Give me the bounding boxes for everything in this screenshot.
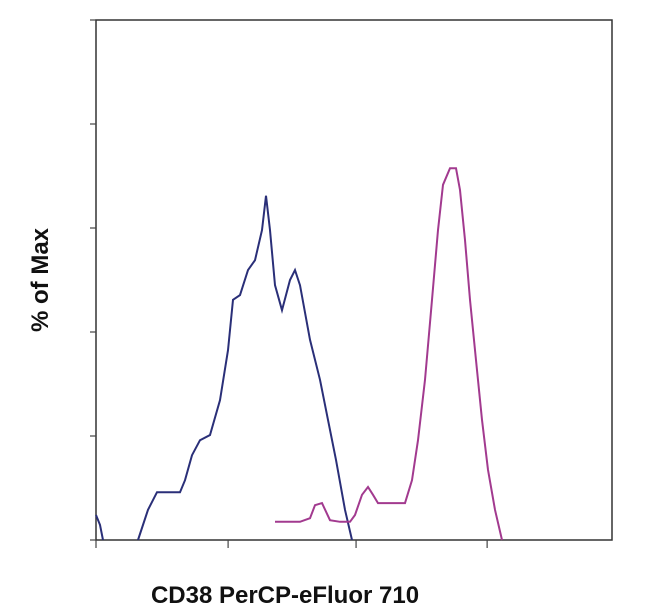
plot-frame bbox=[95, 19, 613, 541]
y-axis-label: % of Max bbox=[27, 227, 54, 332]
histogram-line bbox=[275, 167, 503, 541]
histogram-line bbox=[95, 195, 353, 541]
x-axis-label: CD38 PerCP-eFluor 710 bbox=[151, 582, 419, 609]
